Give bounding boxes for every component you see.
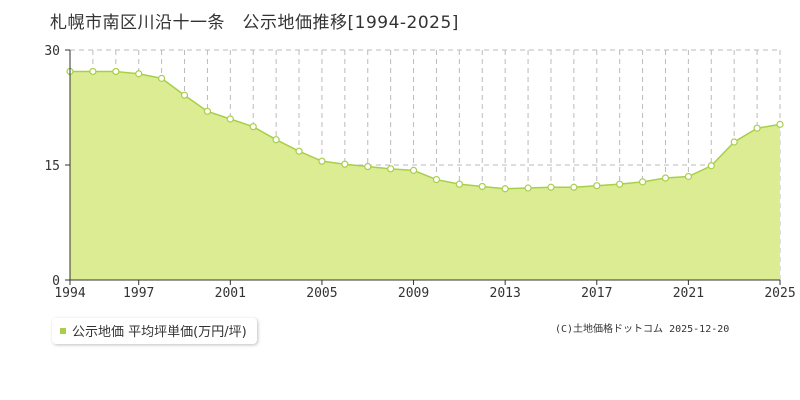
x-tick-label: 2025 — [764, 286, 795, 301]
x-tick-label: 2021 — [673, 286, 704, 301]
data-point — [135, 70, 143, 78]
data-point — [776, 120, 784, 128]
data-point — [478, 182, 486, 191]
data-point — [387, 165, 395, 173]
data-point — [638, 178, 647, 186]
data-point — [593, 182, 601, 190]
data-point — [501, 185, 509, 193]
data-point — [455, 180, 463, 188]
x-tick-label: 1994 — [54, 286, 85, 301]
x-tick-label: 2005 — [306, 286, 337, 301]
legend: 公示地価 平均坪単価(万円/坪) — [52, 318, 257, 344]
y-tick-label: 15 — [44, 159, 60, 174]
data-point — [684, 172, 692, 181]
data-point — [249, 123, 257, 131]
tick-labels: 0 15 30 1994 1997 2001 2005 2009 2013 2017 2021 202… — [44, 44, 795, 301]
data-point — [753, 124, 761, 132]
x-tick-label: 2009 — [398, 286, 429, 301]
data-point — [272, 136, 280, 144]
x-tick-label: 1997 — [123, 286, 154, 301]
data-point — [295, 147, 303, 155]
data-point — [547, 183, 555, 191]
data-point — [570, 183, 578, 191]
data-point — [524, 184, 532, 192]
data-markers — [66, 67, 784, 193]
y-tick-label: 30 — [44, 44, 60, 59]
chart-title: 札幌市南区川沿十一条 公示地価推移[1994-2025] — [50, 13, 459, 33]
data-point — [364, 162, 372, 171]
legend-label: 公示地価 平均坪単価(万円/坪) — [72, 325, 247, 340]
data-point — [112, 67, 120, 76]
x-tick-label: 2013 — [490, 286, 521, 301]
data-point — [226, 115, 234, 123]
data-point — [707, 162, 715, 170]
x-tick-label: 2017 — [581, 286, 612, 301]
data-point — [158, 74, 166, 82]
data-point — [318, 157, 326, 165]
data-point — [203, 107, 212, 115]
data-point — [616, 180, 624, 188]
data-point — [409, 166, 418, 174]
copyright: (C)土地価格ドットコム 2025-12-20 — [555, 324, 730, 335]
data-point — [432, 175, 441, 184]
data-point — [89, 67, 97, 76]
data-point — [341, 160, 349, 168]
y-tick-label: 0 — [52, 274, 60, 289]
legend-swatch — [60, 327, 66, 334]
data-point — [730, 138, 738, 146]
series-line — [70, 70, 781, 190]
area-chart: 0 15 30 1994 1997 2001 2005 2009 2013 2017 2021 202… — [44, 44, 795, 301]
data-point — [661, 174, 670, 182]
x-tick-label: 2001 — [215, 286, 246, 301]
data-point — [180, 91, 189, 99]
